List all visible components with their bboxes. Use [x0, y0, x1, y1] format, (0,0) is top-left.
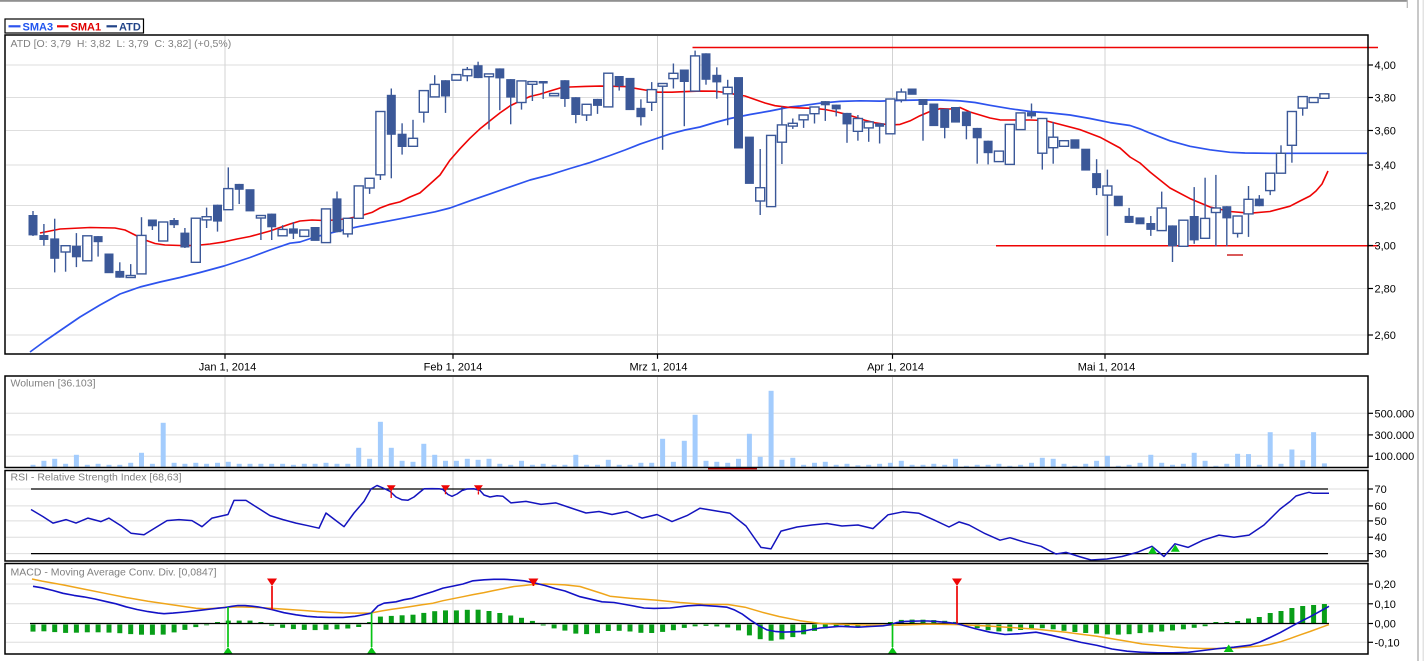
- svg-text:50: 50: [1375, 516, 1387, 528]
- svg-text:2,60: 2,60: [1375, 330, 1396, 342]
- svg-text:3,20: 3,20: [1375, 201, 1396, 213]
- svg-text:2,80: 2,80: [1375, 284, 1396, 296]
- svg-text:Feb 1, 2014: Feb 1, 2014: [424, 362, 483, 374]
- svg-text:70: 70: [1375, 484, 1387, 496]
- svg-text:100.000: 100.000: [1375, 451, 1415, 463]
- svg-text:0,10: 0,10: [1375, 599, 1396, 611]
- svg-text:RSI - Relative Strength Index: RSI - Relative Strength Index [68,63]: [11, 471, 182, 483]
- svg-text:ATD [O: 3,79 H: 3,82 L: 3,79: ATD [O: 3,79 H: 3,82 L: 3,79 C: 3,82] (+…: [11, 38, 232, 50]
- svg-text:3,00: 3,00: [1375, 241, 1396, 253]
- svg-text:500.000: 500.000: [1375, 408, 1415, 420]
- svg-text:30: 30: [1375, 549, 1387, 561]
- svg-text:SMA1: SMA1: [71, 22, 102, 34]
- svg-text:40: 40: [1375, 532, 1387, 544]
- svg-text:Mai 1, 2014: Mai 1, 2014: [1078, 362, 1135, 374]
- svg-text:3,40: 3,40: [1375, 160, 1396, 172]
- svg-text:60: 60: [1375, 501, 1387, 513]
- svg-text:3,80: 3,80: [1375, 93, 1396, 105]
- svg-text:0,20: 0,20: [1375, 579, 1396, 591]
- svg-text:Mrz 1, 2014: Mrz 1, 2014: [629, 362, 687, 374]
- svg-text:ATD: ATD: [119, 22, 141, 34]
- svg-text:Jan 1, 2014: Jan 1, 2014: [199, 362, 257, 374]
- svg-text:300.000: 300.000: [1375, 430, 1415, 442]
- svg-text:0,00: 0,00: [1375, 619, 1396, 631]
- svg-text:3,60: 3,60: [1375, 126, 1396, 138]
- svg-text:4,00: 4,00: [1375, 60, 1396, 72]
- svg-text:-0,10: -0,10: [1375, 637, 1400, 649]
- svg-text:Wolumen [36.103]: Wolumen [36.103]: [11, 378, 96, 390]
- svg-text:MACD - Moving Average Conv. Di: MACD - Moving Average Conv. Div. [0,0847…: [11, 567, 217, 579]
- svg-text:SMA3: SMA3: [23, 22, 54, 34]
- svg-text:Apr 1, 2014: Apr 1, 2014: [867, 362, 924, 374]
